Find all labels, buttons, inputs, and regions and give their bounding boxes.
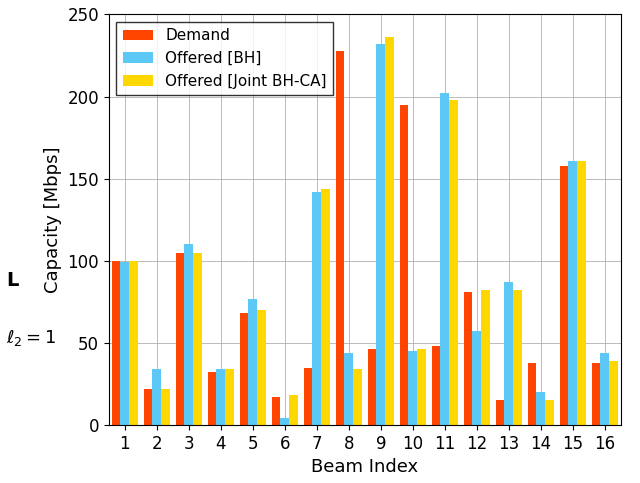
Bar bbox=[592, 363, 600, 425]
Bar bbox=[112, 261, 120, 425]
Text: $\bf{L}$: $\bf{L}$ bbox=[6, 270, 20, 290]
Bar bbox=[304, 368, 312, 425]
Bar bbox=[336, 51, 344, 425]
Bar bbox=[504, 282, 513, 425]
Bar bbox=[408, 351, 417, 425]
Bar bbox=[496, 400, 504, 425]
Y-axis label: Capacity [Mbps]: Capacity [Mbps] bbox=[44, 146, 62, 293]
Bar bbox=[432, 346, 440, 425]
Bar bbox=[312, 192, 321, 425]
Bar bbox=[280, 418, 289, 425]
Bar bbox=[176, 253, 184, 425]
Bar bbox=[184, 244, 193, 425]
Bar bbox=[321, 188, 330, 425]
Bar bbox=[272, 397, 280, 425]
Bar bbox=[472, 331, 481, 425]
Bar bbox=[568, 161, 577, 425]
Bar bbox=[152, 369, 161, 425]
Bar bbox=[528, 363, 536, 425]
Bar bbox=[481, 290, 490, 425]
Bar bbox=[609, 361, 618, 425]
Bar bbox=[400, 105, 408, 425]
Bar bbox=[225, 369, 234, 425]
Bar bbox=[464, 292, 472, 425]
Bar bbox=[129, 261, 138, 425]
Bar bbox=[248, 298, 257, 425]
Bar bbox=[376, 44, 385, 425]
Bar bbox=[417, 350, 426, 425]
Bar bbox=[257, 310, 266, 425]
Bar bbox=[440, 93, 449, 425]
Bar bbox=[368, 350, 376, 425]
Bar bbox=[161, 389, 170, 425]
Bar bbox=[560, 166, 568, 425]
X-axis label: Beam Index: Beam Index bbox=[311, 458, 419, 476]
Bar bbox=[344, 353, 353, 425]
Bar bbox=[600, 353, 609, 425]
Bar bbox=[208, 372, 216, 425]
Bar bbox=[513, 290, 522, 425]
Bar bbox=[120, 262, 129, 425]
Legend: Demand, Offered [BH], Offered [Joint BH-CA]: Demand, Offered [BH], Offered [Joint BH-… bbox=[116, 22, 333, 95]
Text: $\ell_2 = 1$: $\ell_2 = 1$ bbox=[6, 328, 56, 348]
Bar bbox=[545, 400, 554, 425]
Bar bbox=[577, 161, 586, 425]
Bar bbox=[240, 313, 248, 425]
Bar bbox=[536, 392, 545, 425]
Bar bbox=[385, 38, 394, 425]
Bar bbox=[193, 253, 202, 425]
Bar bbox=[216, 369, 225, 425]
Bar bbox=[144, 389, 152, 425]
Bar bbox=[353, 369, 362, 425]
Bar bbox=[449, 100, 458, 425]
Bar bbox=[289, 396, 298, 425]
